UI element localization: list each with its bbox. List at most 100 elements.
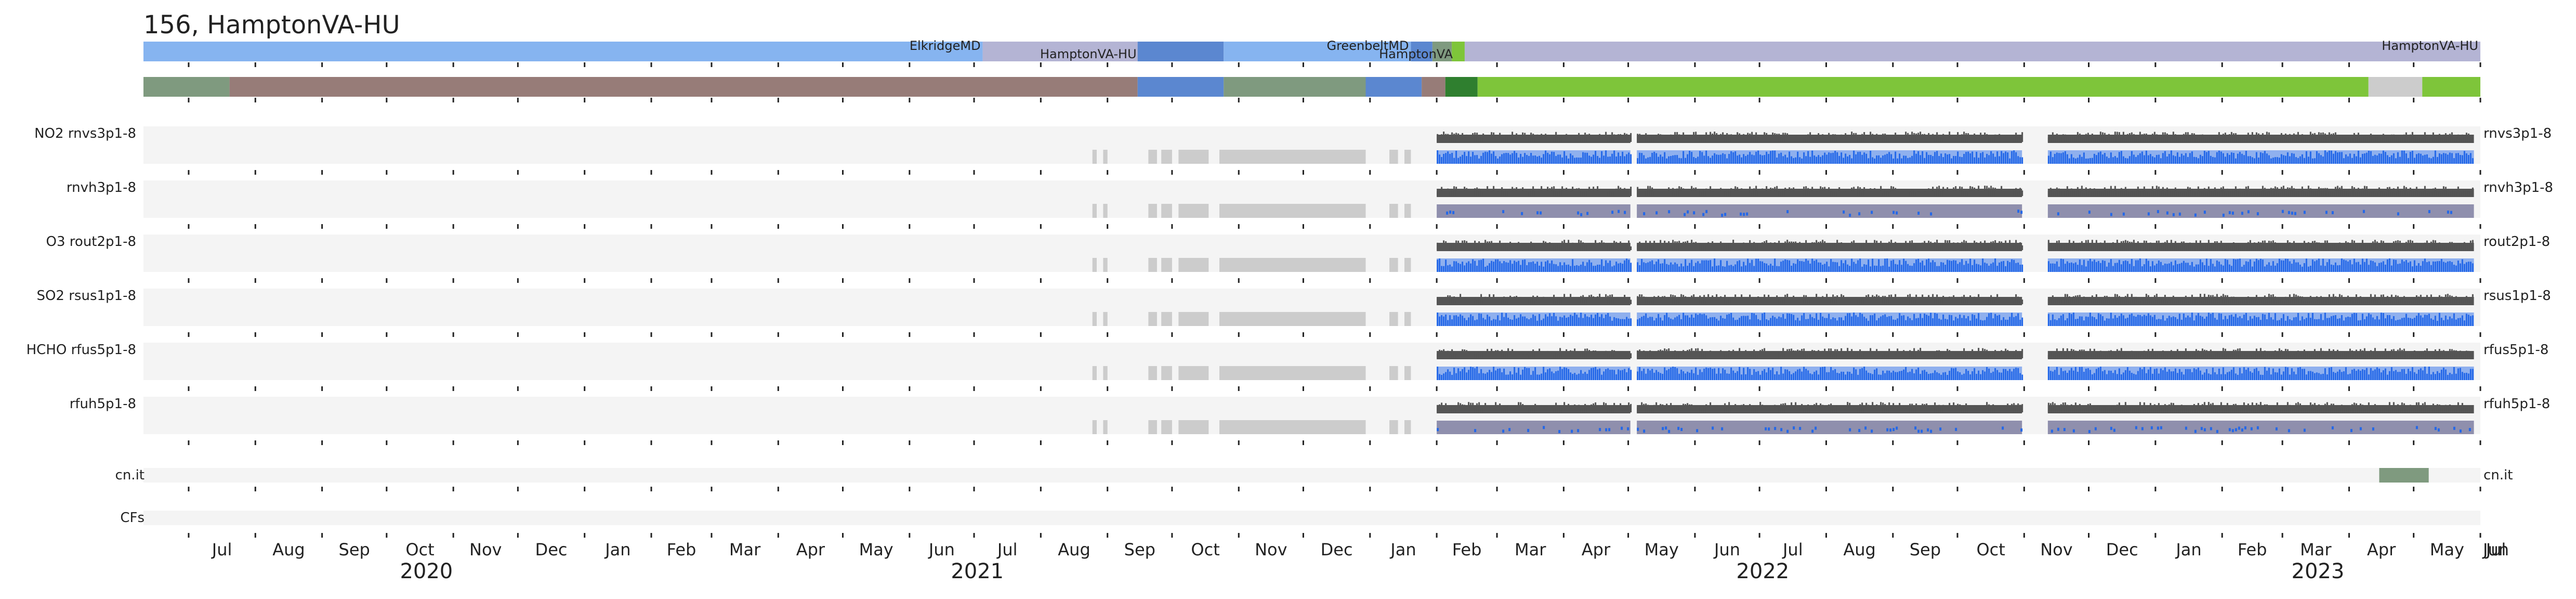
upper-bar bbox=[1909, 191, 1911, 196]
lower-bar bbox=[1628, 368, 1630, 380]
upper-bar bbox=[2326, 298, 2328, 304]
lower-bar bbox=[2166, 264, 2168, 272]
status-tick bbox=[2154, 98, 2157, 102]
upper-bar bbox=[2259, 191, 2262, 196]
lower-bar bbox=[2469, 316, 2472, 326]
lower-bar bbox=[2009, 317, 2011, 326]
lower-bar bbox=[2449, 372, 2451, 380]
lower-bar bbox=[1474, 261, 1476, 272]
upper-bar bbox=[2299, 296, 2301, 304]
lower-bar bbox=[2017, 263, 2019, 272]
lower-bar bbox=[2432, 261, 2434, 272]
upper-bar bbox=[1857, 137, 1859, 142]
upper-bar bbox=[2361, 188, 2363, 196]
lower-bar bbox=[2147, 369, 2149, 380]
upper-bar bbox=[1928, 354, 1930, 358]
upper-bar bbox=[1439, 190, 1441, 196]
row-tick bbox=[1302, 170, 1304, 175]
lower-bar bbox=[1605, 260, 1607, 272]
location-tick bbox=[1238, 62, 1240, 67]
lower-bar bbox=[1695, 158, 1697, 164]
upper-bar bbox=[2081, 186, 2083, 196]
upper-bar bbox=[2047, 137, 2049, 142]
lower-bar bbox=[2054, 370, 2056, 380]
lower-bar bbox=[1822, 316, 1824, 326]
location-tick bbox=[1107, 62, 1109, 67]
upper-bar bbox=[2076, 355, 2079, 358]
upper-bar bbox=[1861, 192, 1863, 196]
lower-bar bbox=[1805, 258, 1807, 272]
lower-bar bbox=[1689, 151, 1691, 164]
lower-bar bbox=[1907, 372, 1909, 380]
lower-bar bbox=[2095, 262, 2097, 272]
lower-bar bbox=[1651, 317, 1653, 326]
upper-bar bbox=[1859, 349, 1861, 358]
row-tick bbox=[1107, 332, 1109, 337]
lower-bar bbox=[1563, 367, 1566, 380]
row-tick bbox=[2413, 170, 2415, 175]
lower-bar bbox=[2282, 314, 2284, 326]
upper-bar bbox=[1539, 407, 1541, 412]
lower-bar bbox=[1944, 265, 1947, 272]
upper-bar bbox=[2099, 242, 2101, 250]
lower-bar bbox=[2434, 150, 2436, 164]
upper-bar bbox=[2199, 190, 2201, 196]
lower-bar bbox=[1615, 374, 1618, 380]
lower-bar bbox=[1836, 262, 1838, 272]
upper-bar bbox=[2203, 349, 2205, 358]
lower-bar bbox=[2203, 151, 2205, 164]
upper-bar bbox=[1645, 296, 1647, 304]
lower-bar bbox=[2376, 367, 2378, 380]
lower-bar bbox=[2378, 319, 2380, 326]
lower-bar bbox=[1813, 372, 1816, 380]
lower-bar bbox=[2336, 319, 2338, 326]
lower-bar bbox=[1886, 370, 1888, 380]
row-tick bbox=[2281, 170, 2283, 175]
upper-bar bbox=[2218, 297, 2220, 304]
upper-bar bbox=[2361, 350, 2363, 358]
lower-bar bbox=[2068, 158, 2070, 164]
upper-bar bbox=[1980, 241, 1982, 250]
lower-bar bbox=[1478, 158, 1480, 164]
lower-bar bbox=[2264, 266, 2266, 272]
lower-bar bbox=[1491, 153, 1493, 164]
gap-block bbox=[1148, 420, 1157, 434]
lower-bar bbox=[2205, 152, 2207, 164]
lower-bar bbox=[1774, 317, 1776, 326]
upper-bar bbox=[2099, 191, 2101, 196]
lower-bar bbox=[1687, 266, 1689, 272]
lower-bar bbox=[2259, 152, 2262, 164]
lower-bar bbox=[2409, 371, 2411, 380]
upper-bar bbox=[1770, 242, 1772, 250]
lower-bar bbox=[2218, 150, 2220, 164]
upper-bar bbox=[1861, 244, 1863, 250]
lower-bar bbox=[1944, 153, 1947, 164]
lower-bar bbox=[1764, 263, 1766, 272]
upper-bar bbox=[2104, 295, 2106, 304]
lower-bar bbox=[2253, 369, 2255, 380]
lower-bar bbox=[2216, 152, 2218, 164]
lower-bar bbox=[2349, 260, 2351, 272]
upper-bar bbox=[2384, 348, 2386, 358]
upper-bar bbox=[1789, 405, 1791, 412]
lower-bar bbox=[1978, 264, 1980, 272]
lower-bar bbox=[1963, 373, 1965, 380]
lower-bar bbox=[1460, 264, 1462, 272]
upper-bar bbox=[2399, 137, 2401, 142]
upper-bar bbox=[1753, 406, 1755, 412]
lower-bar bbox=[2293, 153, 2295, 164]
upper-bar bbox=[1722, 246, 1724, 250]
lower-bar bbox=[1639, 265, 1641, 272]
row-tick bbox=[973, 278, 975, 283]
upper-bar bbox=[1820, 351, 1822, 358]
upper-bar bbox=[2133, 192, 2135, 196]
upper-bar bbox=[2201, 301, 2203, 304]
upper-bar bbox=[1734, 404, 1737, 412]
row-tick bbox=[2154, 170, 2157, 175]
lower-bar bbox=[1584, 266, 1586, 272]
upper-bar bbox=[1936, 187, 1938, 196]
upper-bar bbox=[2278, 348, 2280, 358]
lower-bar bbox=[1680, 263, 1683, 272]
lower-bar bbox=[1872, 258, 1874, 272]
lower-bar bbox=[2251, 372, 2253, 380]
